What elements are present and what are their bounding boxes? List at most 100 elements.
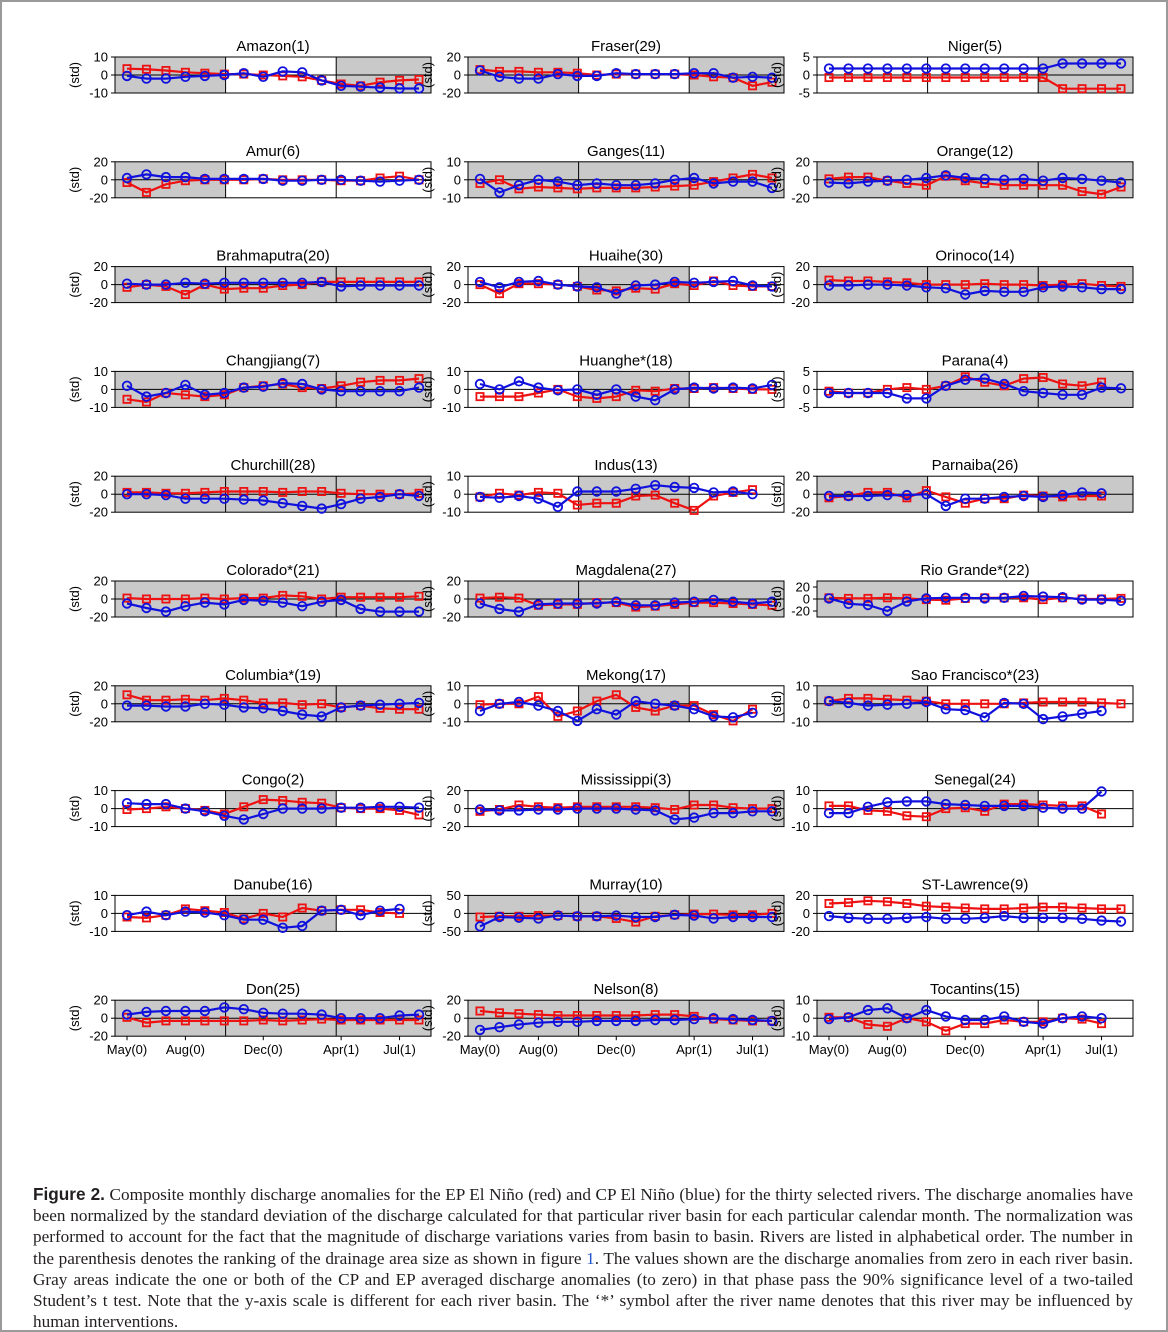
y-tick-label: 0 [101, 696, 108, 711]
cp-point [862, 490, 874, 502]
cp-point [630, 1015, 641, 1027]
y-axis-label: (std) [420, 481, 435, 507]
cp-point [940, 283, 952, 294]
ep-point [863, 593, 873, 603]
y-tick-label: 0 [803, 1011, 810, 1026]
cp-point [180, 277, 191, 289]
cp-point [1018, 698, 1029, 710]
ep-series-line [828, 375, 1102, 395]
cp-point [843, 598, 854, 610]
ep-point [141, 1018, 151, 1028]
cp-point [882, 797, 893, 808]
cp-point [277, 705, 288, 717]
ep-point [141, 913, 151, 923]
cp-point [747, 383, 758, 394]
ep-series-line [126, 594, 420, 601]
ep-point [258, 283, 268, 293]
ep-point [533, 388, 543, 398]
cp-series-line [479, 484, 753, 509]
ep-point [475, 1006, 485, 1016]
cp-point [316, 75, 327, 86]
cp-point [413, 280, 425, 291]
ep-point [882, 806, 892, 816]
cp-point [611, 384, 622, 395]
y-tick-label: 10 [94, 364, 108, 379]
ep-point [767, 77, 777, 87]
cp-point [1037, 591, 1049, 602]
ep-point [670, 181, 680, 191]
chart-murray-10: -50 0 50 Murray(10) (std) [420, 876, 785, 939]
ep-point [395, 592, 405, 602]
cp-point [960, 493, 971, 504]
cp-point [572, 281, 583, 292]
y-tick-label: -10 [791, 819, 810, 834]
y-tick-label: 0 [803, 277, 810, 292]
cp-point [219, 810, 230, 822]
cp-point [823, 1013, 835, 1025]
ep-point [336, 381, 346, 391]
ep-point [843, 73, 853, 83]
cp-point [533, 913, 544, 924]
cp-point [843, 697, 854, 709]
cp-point [1115, 283, 1127, 295]
cp-point [862, 700, 874, 711]
y-tick-label: 10 [94, 783, 108, 798]
cp-point [552, 279, 564, 290]
ep-point [239, 1016, 249, 1026]
cp-point [960, 592, 971, 604]
ep-point [863, 1020, 873, 1030]
y-axis-label: (std) [420, 900, 435, 926]
y-tick-label: -20 [791, 190, 810, 205]
cp-point [1076, 487, 1088, 498]
cp-point [688, 67, 700, 79]
cp-point [1037, 63, 1049, 74]
cp-point [727, 712, 739, 723]
y-tick-label: -10 [89, 400, 108, 415]
cp-point [862, 913, 874, 925]
chart-title: Fraser(29) [591, 38, 661, 55]
cp-point [650, 480, 661, 491]
ep-point [494, 1008, 504, 1018]
ep-point [1097, 189, 1107, 199]
ep-point [882, 73, 892, 83]
cp-point [1096, 488, 1107, 499]
cp-point [650, 68, 661, 80]
y-tick-label: 0 [454, 172, 461, 187]
cp-point [843, 912, 854, 924]
ep-point [670, 1010, 680, 1020]
cp-point [474, 1024, 486, 1036]
ep-point [631, 917, 641, 927]
cp-series-line [479, 1017, 773, 1031]
cp-point [823, 695, 835, 707]
cp-point [611, 596, 622, 607]
cp-point [921, 63, 932, 74]
cp-series-line [479, 176, 773, 194]
ep-point [921, 73, 931, 83]
cp-point [1037, 387, 1049, 399]
cp-point [474, 804, 486, 815]
x-tick-label: Aug(0) [868, 1042, 907, 1057]
ep-point [941, 492, 951, 502]
y-tick-label: 20 [94, 574, 108, 589]
cp-point [199, 907, 211, 918]
cp-point [979, 285, 990, 297]
ep-point [414, 75, 424, 85]
caption-figure-link[interactable]: 1 [586, 1248, 595, 1268]
cp-point [141, 489, 152, 500]
cp-point [882, 699, 893, 710]
y-axis-label: (std) [769, 900, 784, 926]
cp-series-line [479, 913, 772, 928]
y-tick-label: -10 [89, 819, 108, 834]
ep-point [902, 899, 912, 909]
cp-point [901, 912, 913, 924]
cp-point [1076, 282, 1088, 293]
cp-point [823, 593, 835, 604]
y-axis-label: (std) [769, 62, 784, 88]
y-tick-label: 0 [454, 906, 461, 921]
cp-point [960, 63, 971, 74]
ep-point [514, 392, 524, 402]
cp-point [297, 500, 308, 512]
cp-point [708, 67, 719, 79]
ep-point [1077, 697, 1087, 707]
